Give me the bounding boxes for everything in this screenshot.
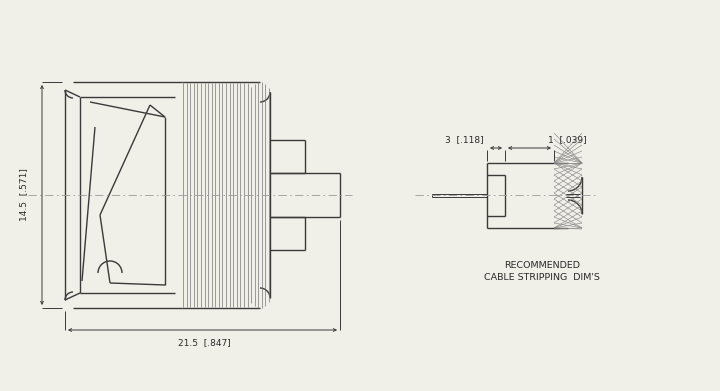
Text: 21.5  [.847]: 21.5 [.847] <box>178 339 231 348</box>
Text: 14.5  [.571]: 14.5 [.571] <box>19 169 29 221</box>
Text: 1  [.039]: 1 [.039] <box>548 136 587 145</box>
Text: CABLE STRIPPING  DIM'S: CABLE STRIPPING DIM'S <box>484 273 600 283</box>
Text: RECOMMENDED: RECOMMENDED <box>504 260 580 269</box>
Text: 3  [.118]: 3 [.118] <box>445 136 483 145</box>
